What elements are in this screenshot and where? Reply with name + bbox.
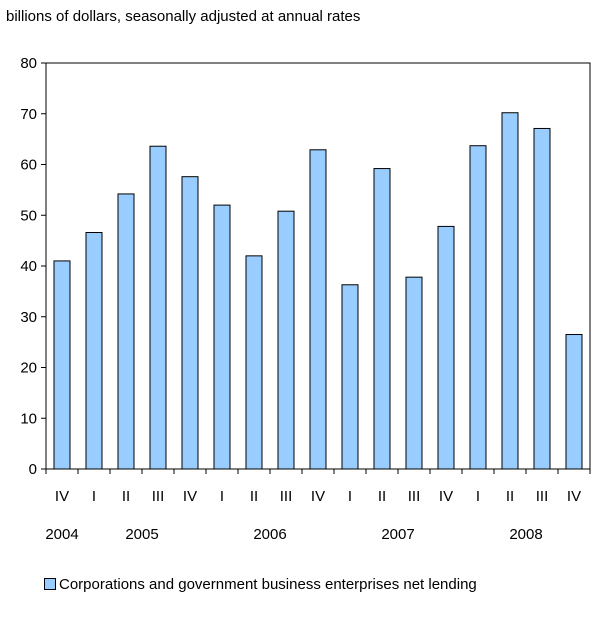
bar [565, 334, 583, 470]
bar [85, 232, 103, 470]
x-tick-label: II [506, 488, 514, 505]
bar [469, 145, 487, 470]
x-tick-label: I [92, 488, 96, 505]
x-tick-label: IV [439, 488, 453, 505]
year-label: 2008 [509, 526, 542, 543]
y-tick-label: 20 [20, 360, 37, 377]
x-tick-label: III [280, 488, 293, 505]
y-tick-label: 50 [20, 207, 37, 224]
y-tick-label: 30 [20, 309, 37, 326]
bar [309, 149, 327, 470]
bar [149, 145, 167, 470]
bar [405, 276, 423, 470]
bar [181, 176, 199, 470]
x-tick-label: III [536, 488, 549, 505]
x-tick-label: IV [55, 488, 69, 505]
x-tick-label: II [378, 488, 386, 505]
year-label: 2005 [125, 526, 158, 543]
bar [437, 225, 455, 470]
bar [213, 204, 231, 470]
y-tick-label: 60 [20, 157, 37, 174]
year-label: 2006 [253, 526, 286, 543]
legend-label: Corporations and government business ent… [59, 576, 477, 593]
x-tick-label: I [476, 488, 480, 505]
x-tick-label: III [408, 488, 421, 505]
x-tick-label: III [152, 488, 165, 505]
x-tick-label: IV [567, 488, 581, 505]
bar [373, 168, 391, 470]
y-tick-label: 80 [20, 55, 37, 72]
legend: Corporations and government business ent… [44, 574, 584, 595]
x-tick-label: IV [183, 488, 197, 505]
bar [53, 260, 71, 470]
year-label: 2004 [45, 526, 78, 543]
bar [245, 255, 263, 470]
x-tick-label: I [348, 488, 352, 505]
bar [533, 127, 551, 470]
chart-subtitle: billions of dollars, seasonally adjusted… [6, 8, 361, 25]
y-tick-label: 40 [20, 258, 37, 275]
legend-swatch [44, 578, 56, 590]
bar [341, 284, 359, 470]
year-label: 2007 [381, 526, 414, 543]
x-tick-label: II [122, 488, 130, 505]
bar [277, 210, 295, 470]
y-tick-label: 0 [29, 461, 37, 478]
x-tick-label: II [250, 488, 258, 505]
x-tick-label: I [220, 488, 224, 505]
y-tick-label: 10 [20, 410, 37, 427]
bar [501, 112, 519, 470]
y-tick-label: 70 [20, 106, 37, 123]
bar [117, 193, 135, 470]
x-tick-label: IV [311, 488, 325, 505]
